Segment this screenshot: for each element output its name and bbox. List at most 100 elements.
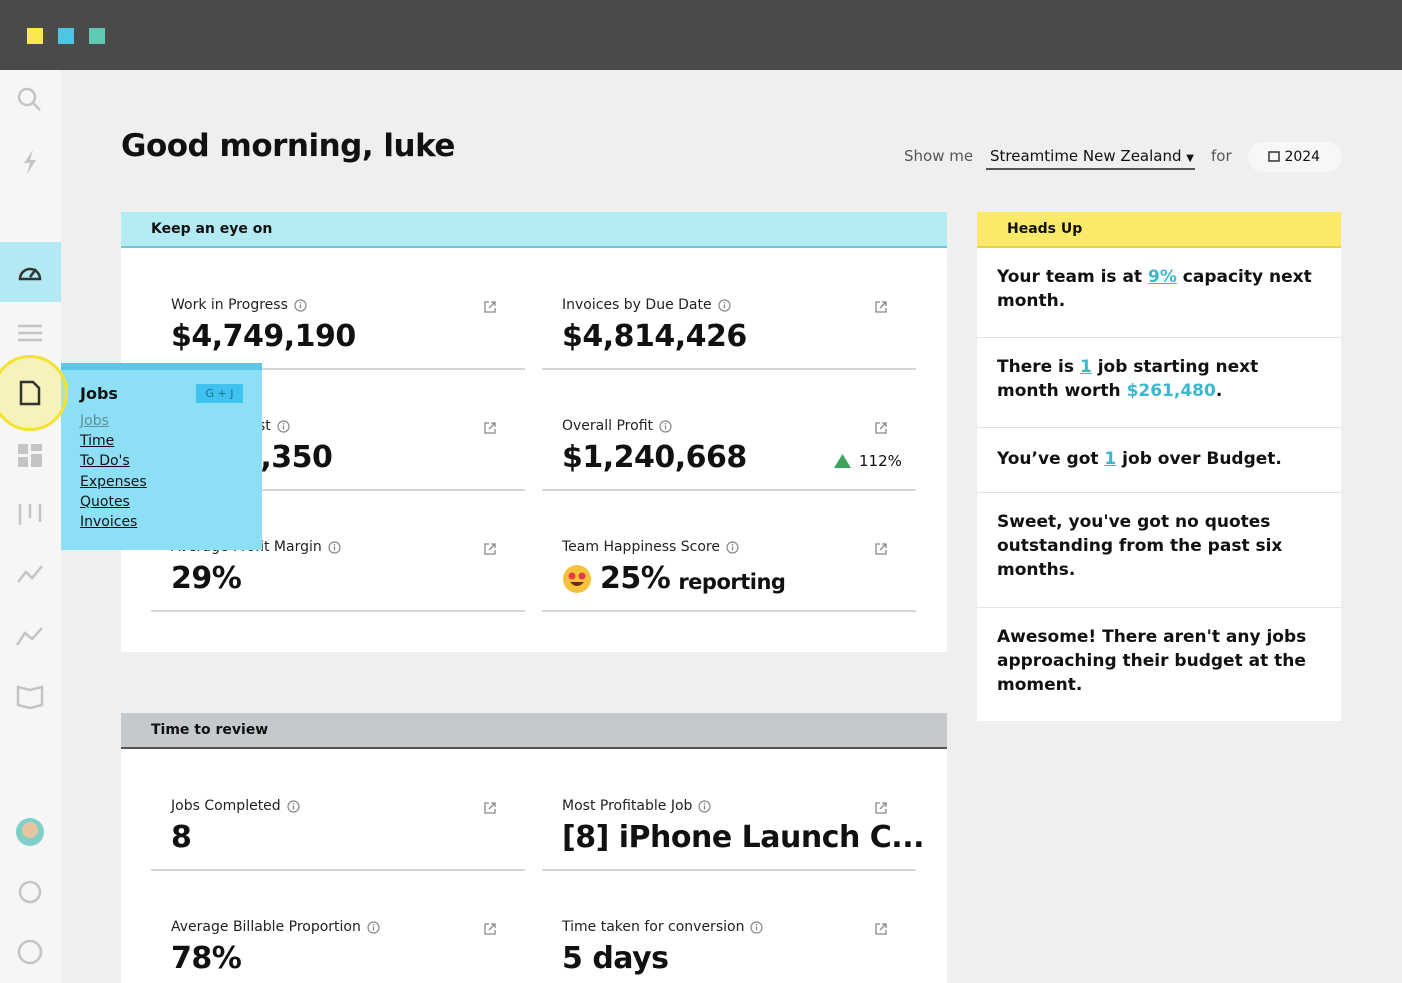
- book-icon[interactable]: [16, 685, 44, 710]
- open-link[interactable]: [483, 420, 497, 439]
- heads-up-highlight[interactable]: 1: [1079, 357, 1092, 377]
- trend-icon[interactable]: [17, 565, 43, 583]
- metric-value: 5 days: [562, 941, 669, 976]
- company-select[interactable]: Streamtime New Zealand ▼: [986, 140, 1195, 170]
- metric-underline: [151, 610, 525, 612]
- show-me-label: Show me: [904, 147, 974, 165]
- help-icon[interactable]: [17, 939, 43, 965]
- grid-icon[interactable]: [18, 444, 42, 467]
- heads-up-text: job over Budget.: [1116, 449, 1282, 469]
- board-icon[interactable]: [18, 504, 42, 525]
- open-link[interactable]: [483, 299, 497, 318]
- heads-up-item: Awesome! There aren't any jobs approachi…: [977, 608, 1341, 721]
- open-link-icon[interactable]: [874, 421, 888, 435]
- info-icon[interactable]: [277, 419, 290, 433]
- info-icon[interactable]: [726, 540, 739, 554]
- open-link-icon[interactable]: [874, 542, 888, 556]
- report-icon[interactable]: [15, 627, 43, 646]
- metric-label-text: Team Happiness Score: [562, 539, 720, 555]
- open-link-icon[interactable]: [483, 421, 497, 435]
- info-icon[interactable]: [659, 419, 672, 433]
- menu-link[interactable]: Time: [80, 433, 115, 450]
- metric-value: $1,240,668: [562, 440, 747, 475]
- shortcut-badge: G + J: [196, 384, 243, 403]
- up-arrow: [834, 454, 851, 468]
- heads-up-highlight[interactable]: 1: [1104, 449, 1117, 469]
- metric-label-text: Jobs Completed: [171, 798, 281, 814]
- metric-change-text: 112%: [859, 452, 902, 470]
- year-picker[interactable]: 2024: [1248, 142, 1342, 172]
- open-link[interactable]: [874, 800, 888, 819]
- open-link[interactable]: [874, 541, 888, 560]
- open-link-icon[interactable]: [483, 922, 497, 936]
- menu-link[interactable]: To Do's: [80, 453, 130, 470]
- bolt-icon[interactable]: [24, 150, 36, 174]
- window-dot: [58, 28, 74, 44]
- top-bar: [0, 0, 1402, 70]
- metric-value-text: 25%: [600, 561, 671, 596]
- open-link[interactable]: [874, 921, 888, 940]
- open-link-icon[interactable]: [874, 300, 888, 314]
- info-icon[interactable]: [287, 799, 300, 813]
- heads-up-text: Sweet, you've got no quotes outstanding …: [997, 512, 1283, 580]
- info-icon[interactable]: [698, 799, 712, 813]
- metric-change: 112%: [834, 452, 902, 470]
- metric-value-text: 78%: [171, 941, 242, 976]
- menu-link[interactable]: Jobs: [80, 413, 109, 429]
- avatar-face: [22, 822, 38, 838]
- search-icon[interactable]: [17, 87, 41, 111]
- window-dot: [27, 28, 43, 44]
- metric-value-text: [8] iPhone Launch C...: [562, 820, 925, 855]
- metric-value: 29%: [171, 561, 242, 596]
- heads-up-text: capacity next month.: [997, 267, 1312, 311]
- list-icon[interactable]: [18, 324, 42, 342]
- year: 2024: [1284, 149, 1321, 165]
- keep-header: Keep an eye on: [121, 212, 947, 248]
- heads-up-highlight[interactable]: $261,480: [1126, 381, 1216, 401]
- open-link-icon[interactable]: [483, 300, 497, 314]
- metric-value: [8] iPhone Launch C...: [562, 820, 925, 855]
- info-icon[interactable]: [328, 540, 341, 554]
- metric-value-text: $4,749,190: [171, 319, 356, 354]
- open-link[interactable]: [874, 420, 888, 439]
- settings-icon[interactable]: [18, 880, 42, 904]
- open-link-icon[interactable]: [874, 801, 888, 815]
- heads-up-text: Your team is at: [997, 267, 1148, 287]
- metric-value: 8: [171, 820, 192, 855]
- metric-label: Average Billable Proportion: [171, 919, 380, 935]
- open-link-icon[interactable]: [874, 922, 888, 936]
- heads-up-highlight[interactable]: 9%: [1147, 267, 1177, 287]
- metric-label: st: [258, 418, 290, 434]
- metric-label: Most Profitable Job: [562, 798, 712, 814]
- metric-value-text: 5 days: [562, 941, 669, 976]
- menu-link[interactable]: Expenses: [80, 473, 147, 490]
- review-card: Time to review: [121, 713, 947, 983]
- metric-label: Team Happiness Score: [562, 539, 739, 555]
- jobs-icon[interactable]: [17, 380, 43, 406]
- metric-label-text: Average Billable Proportion: [171, 919, 361, 935]
- dashboard-icon[interactable]: [18, 267, 42, 281]
- metric-underline: [542, 489, 916, 491]
- info-icon[interactable]: [294, 298, 307, 312]
- metric-underline: [542, 869, 916, 871]
- open-link[interactable]: [874, 299, 888, 318]
- menu-title: Jobs: [80, 384, 118, 403]
- open-link[interactable]: [483, 921, 497, 940]
- info-icon[interactable]: [367, 920, 380, 934]
- heads-up-item: Sweet, you've got no quotes outstanding …: [977, 493, 1341, 608]
- open-link[interactable]: [483, 541, 497, 560]
- greeting: Good morning, luke: [121, 128, 455, 164]
- metric-value: 25% reporting: [562, 561, 786, 596]
- open-link[interactable]: [483, 800, 497, 819]
- info-icon[interactable]: [718, 298, 731, 312]
- metric-label: Invoices by Due Date: [562, 297, 731, 313]
- menu-link[interactable]: Quotes: [80, 493, 130, 510]
- open-link-icon[interactable]: [483, 542, 497, 556]
- open-link-icon[interactable]: [483, 801, 497, 815]
- calendar-icon: [1268, 151, 1280, 162]
- heads-up-card: Heads Up Your team is at 9% capacity nex…: [977, 212, 1341, 721]
- metric-label: Jobs Completed: [171, 798, 300, 814]
- info-icon[interactable]: [750, 920, 764, 934]
- menu-link[interactable]: Invoices: [80, 514, 138, 531]
